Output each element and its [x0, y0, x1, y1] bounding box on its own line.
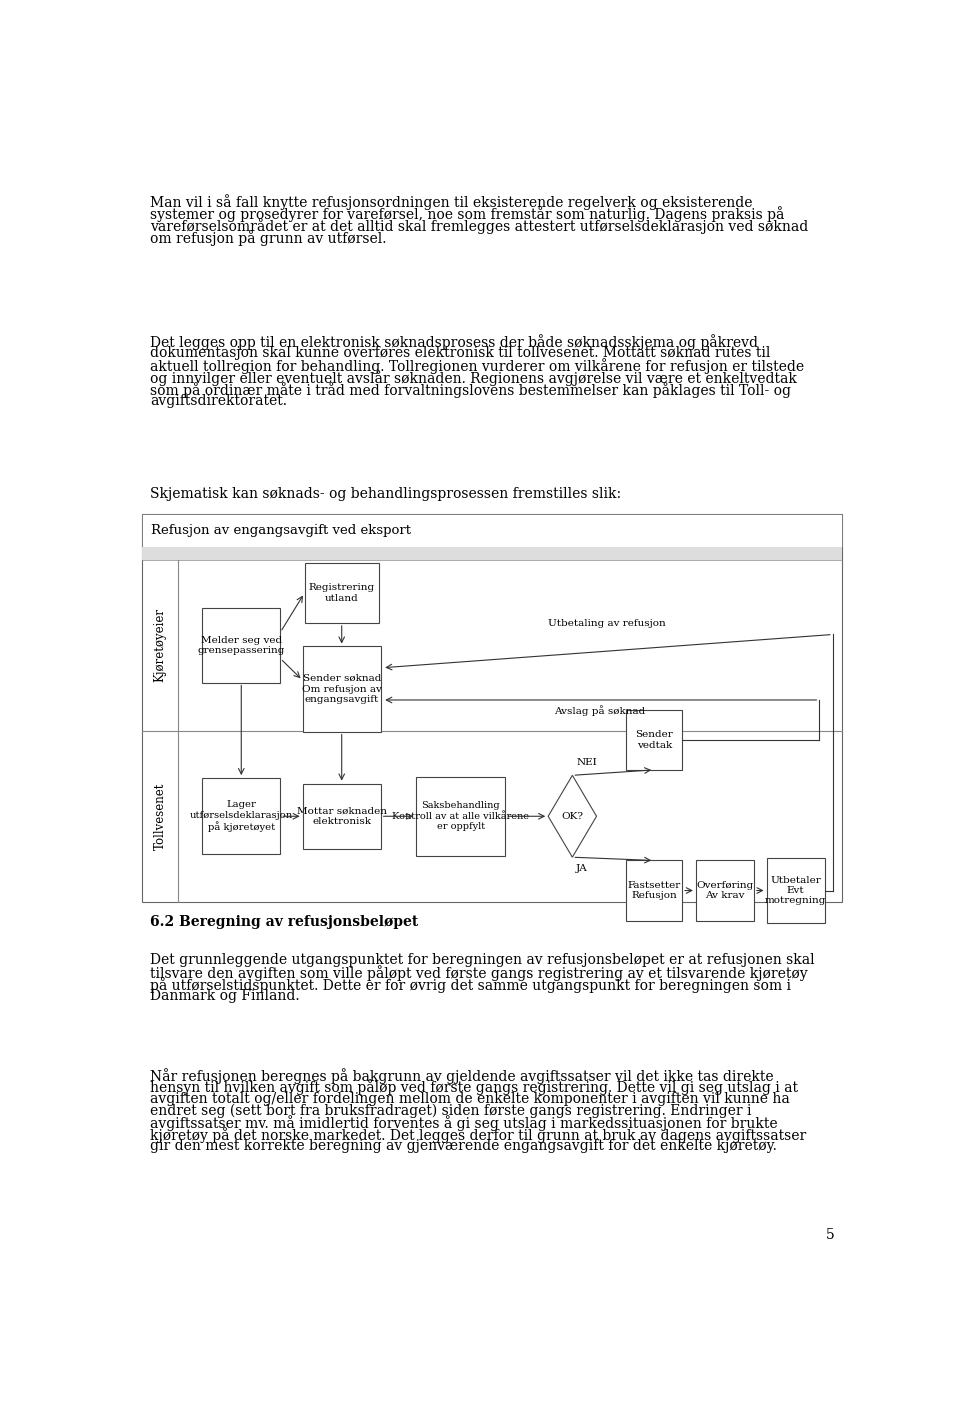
Text: avgiftssatser mv. må imidlertid forventes å gi seg utslag i markedssituasjonen f: avgiftssatser mv. må imidlertid forvente…	[150, 1116, 778, 1132]
Text: 5: 5	[826, 1228, 834, 1242]
FancyBboxPatch shape	[304, 563, 379, 623]
Text: Saksbehandling
Kontroll av at alle vilkårene
er oppfylt: Saksbehandling Kontroll av at alle vilkå…	[393, 801, 529, 831]
FancyBboxPatch shape	[203, 778, 280, 855]
Text: Det grunnleggende utgangspunktet for beregningen av refusjonsbeløpet er at refus: Det grunnleggende utgangspunktet for ber…	[150, 953, 814, 967]
Text: Refusjon av engangsavgift ved eksport: Refusjon av engangsavgift ved eksport	[152, 525, 411, 537]
Text: Mottar søknaden
elektronisk: Mottar søknaden elektronisk	[297, 807, 387, 825]
Text: Lager
utførselsdeklarasjon
på kjøretøyet: Lager utførselsdeklarasjon på kjøretøyet	[190, 800, 293, 832]
Text: Danmark og Finland.: Danmark og Finland.	[150, 988, 300, 1003]
Text: Avslag på søknad: Avslag på søknad	[555, 705, 646, 716]
FancyBboxPatch shape	[203, 608, 280, 682]
FancyBboxPatch shape	[696, 861, 754, 920]
FancyBboxPatch shape	[626, 861, 683, 920]
Text: kjøretøy på det norske markedet. Det legges derfor til grunn at bruk av dagens a: kjøretøy på det norske markedet. Det leg…	[150, 1127, 806, 1143]
Text: endret seg (sett bort fra bruksfradraget) siden første gangs registrering. Endri: endret seg (sett bort fra bruksfradraget…	[150, 1103, 752, 1117]
Text: Tollvesenet: Tollvesenet	[154, 783, 167, 849]
Text: avgiftsdirektoratet.: avgiftsdirektoratet.	[150, 394, 287, 407]
Text: Man vil i så fall knytte refusjonsordningen til eksisterende regelverk og eksist: Man vil i så fall knytte refusjonsordnin…	[150, 194, 753, 210]
FancyBboxPatch shape	[626, 710, 683, 770]
FancyBboxPatch shape	[142, 515, 842, 902]
Text: som på ordinær måte i tråd med forvaltningslovens bestemmelser kan påklages til : som på ordinær måte i tråd med forvaltni…	[150, 381, 791, 397]
Text: hensyn til hvilken avgift som påløp ved første gangs registrering. Dette vil gi : hensyn til hvilken avgift som påløp ved …	[150, 1079, 798, 1096]
Text: avgiften totalt og/eller fordelingen mellom de enkelte komponenter i avgiften vi: avgiften totalt og/eller fordelingen mel…	[150, 1092, 789, 1106]
Text: Det legges opp til en elektronisk søknadsprosess der både søknadsskjema og påkre: Det legges opp til en elektronisk søknad…	[150, 335, 757, 350]
Text: Utbetaling av refusjon: Utbetaling av refusjon	[548, 618, 665, 628]
FancyBboxPatch shape	[302, 647, 381, 732]
Text: Registrering
utland: Registrering utland	[309, 583, 374, 603]
Text: Utbetaler
Evt
motregning: Utbetaler Evt motregning	[765, 875, 827, 906]
Text: tilsvare den avgiften som ville påløpt ved første gangs registrering av et tilsv: tilsvare den avgiften som ville påløpt v…	[150, 966, 807, 981]
Text: vareførselsområdet er at det alltid skal fremlegges attestert utførselsdeklarasj: vareførselsområdet er at det alltid skal…	[150, 218, 808, 234]
Text: aktuell tollregion for behandling. Tollregionen vurderer om vilkårene for refusj: aktuell tollregion for behandling. Tollr…	[150, 357, 804, 374]
Polygon shape	[548, 776, 596, 858]
Text: Sender søknad
Om refusjon av
engangsavgift: Sender søknad Om refusjon av engangsavgi…	[301, 674, 382, 703]
Text: og innvilger eller eventuelt avslår søknaden. Regionens avgjørelse vil være et e: og innvilger eller eventuelt avslår søkn…	[150, 370, 797, 386]
Text: dokumentasjon skal kunne overføres elektronisk til tollvesenet. Mottatt søknad r: dokumentasjon skal kunne overføres elekt…	[150, 346, 770, 360]
FancyBboxPatch shape	[766, 858, 825, 923]
Text: Fastsetter
Refusjon: Fastsetter Refusjon	[628, 881, 681, 900]
Text: NEI: NEI	[576, 757, 597, 767]
FancyBboxPatch shape	[302, 784, 381, 849]
Text: Kjøretøyeier: Kjøretøyeier	[154, 608, 167, 682]
Text: på utførselstidspunktet. Dette er for øvrig det samme utgangspunkt for beregning: på utførselstidspunktet. Dette er for øv…	[150, 977, 791, 993]
Text: systemer og prosedyrer for vareførsel, noe som fremstår som naturlig. Dagens pra: systemer og prosedyrer for vareførsel, n…	[150, 206, 784, 223]
Text: Sender
vedtak: Sender vedtak	[636, 730, 673, 750]
Text: Melder seg ved
grensepassering: Melder seg ved grensepassering	[198, 635, 285, 655]
Text: JA: JA	[576, 864, 588, 872]
Text: om refusjon på grunn av utførsel.: om refusjon på grunn av utførsel.	[150, 230, 386, 245]
FancyBboxPatch shape	[416, 777, 505, 855]
FancyBboxPatch shape	[142, 547, 842, 560]
Text: 6.2 Beregning av refusjonsbeløpet: 6.2 Beregning av refusjonsbeløpet	[150, 915, 418, 929]
Text: Når refusjonen beregnes på bakgrunn av gjeldende avgiftssatser vil det ikke tas : Når refusjonen beregnes på bakgrunn av g…	[150, 1068, 774, 1083]
Text: Overføring
Av krav: Overføring Av krav	[696, 881, 754, 900]
FancyBboxPatch shape	[142, 515, 842, 547]
Text: Skjematisk kan søknads- og behandlingsprosessen fremstilles slik:: Skjematisk kan søknads- og behandlingspr…	[150, 486, 621, 501]
Text: gir den mest korrekte beregning av gjenværende engangsavgift for det enkelte kjø: gir den mest korrekte beregning av gjenv…	[150, 1139, 777, 1153]
Text: OK?: OK?	[562, 811, 584, 821]
